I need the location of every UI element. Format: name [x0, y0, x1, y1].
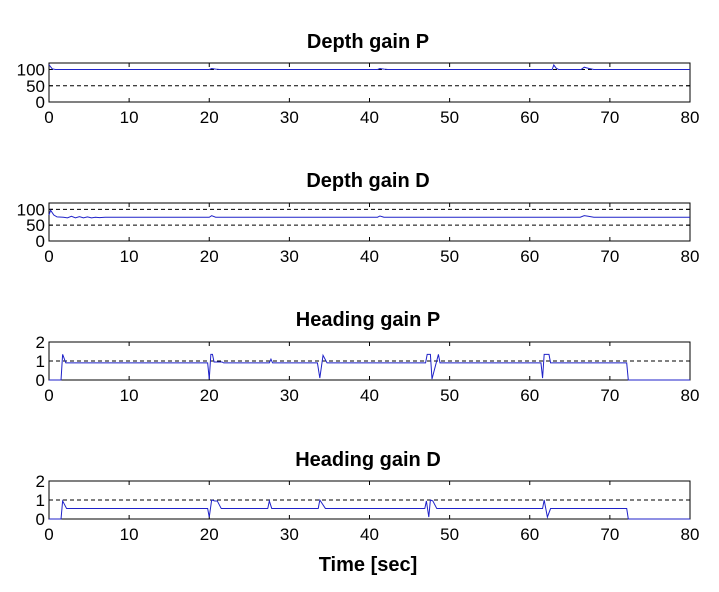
x-tick-label: 10 — [120, 247, 139, 266]
axes-frame — [48, 202, 691, 242]
x-tick-label: 50 — [440, 108, 459, 127]
series-line — [48, 209, 690, 219]
y-tick-label: 0 — [36, 93, 45, 112]
x-tick-label: 50 — [440, 525, 459, 544]
x-tick-label: 40 — [360, 247, 379, 266]
x-axis-label: Time [sec] — [319, 554, 418, 576]
subplot-title-depth-gain-p: Depth gain P — [307, 31, 429, 53]
x-tick-label: 60 — [520, 386, 539, 405]
x-tick-label: 60 — [520, 108, 539, 127]
series-line — [48, 63, 690, 70]
x-tick-label: 70 — [600, 247, 619, 266]
x-tick-label: 70 — [600, 386, 619, 405]
axes-frame — [48, 480, 691, 520]
x-tick-label: 80 — [681, 247, 700, 266]
x-tick-label: 20 — [200, 525, 219, 544]
y-tick-label: 1 — [36, 491, 45, 510]
x-tick-label: 60 — [520, 525, 539, 544]
y-tick-label: 100 — [17, 61, 45, 80]
x-tick-label: 70 — [600, 525, 619, 544]
subplot-title-heading-gain-d: Heading gain D — [295, 449, 441, 471]
x-tick-label: 80 — [681, 108, 700, 127]
y-tick-label: 1 — [36, 352, 45, 371]
x-tick-label: 40 — [360, 108, 379, 127]
y-tick-label: 50 — [26, 216, 45, 235]
x-tick-label: 10 — [120, 525, 139, 544]
y-tick-label: 50 — [26, 77, 45, 96]
x-tick-label: 0 — [44, 525, 53, 544]
x-tick-label: 60 — [520, 247, 539, 266]
x-tick-label: 0 — [44, 386, 53, 405]
x-tick-label: 20 — [200, 386, 219, 405]
x-tick-label: 50 — [440, 247, 459, 266]
x-tick-label: 70 — [600, 108, 619, 127]
x-tick-label: 80 — [681, 386, 700, 405]
series-line — [49, 498, 690, 520]
x-tick-label: 0 — [44, 247, 53, 266]
x-tick-label: 30 — [280, 386, 299, 405]
subplot-title-depth-gain-d: Depth gain D — [306, 170, 429, 192]
x-tick-label: 50 — [440, 386, 459, 405]
y-tick-label: 100 — [17, 200, 45, 219]
x-tick-label: 0 — [44, 108, 53, 127]
x-tick-label: 40 — [360, 525, 379, 544]
x-tick-label: 10 — [120, 386, 139, 405]
y-tick-label: 0 — [36, 371, 45, 390]
subplot-title-heading-gain-p: Heading gain P — [296, 309, 440, 331]
x-tick-label: 30 — [280, 247, 299, 266]
y-tick-label: 2 — [36, 472, 45, 491]
y-tick-label: 0 — [36, 232, 45, 251]
x-tick-label: 10 — [120, 108, 139, 127]
series-line — [49, 353, 690, 381]
y-tick-label: 0 — [36, 510, 45, 529]
axes-frame — [48, 341, 691, 381]
axes-frame — [48, 62, 691, 103]
x-tick-label: 30 — [280, 108, 299, 127]
x-tick-label: 30 — [280, 525, 299, 544]
x-tick-label: 20 — [200, 247, 219, 266]
x-tick-label: 20 — [200, 108, 219, 127]
y-tick-label: 2 — [36, 333, 45, 352]
x-tick-label: 80 — [681, 525, 700, 544]
x-tick-label: 40 — [360, 386, 379, 405]
